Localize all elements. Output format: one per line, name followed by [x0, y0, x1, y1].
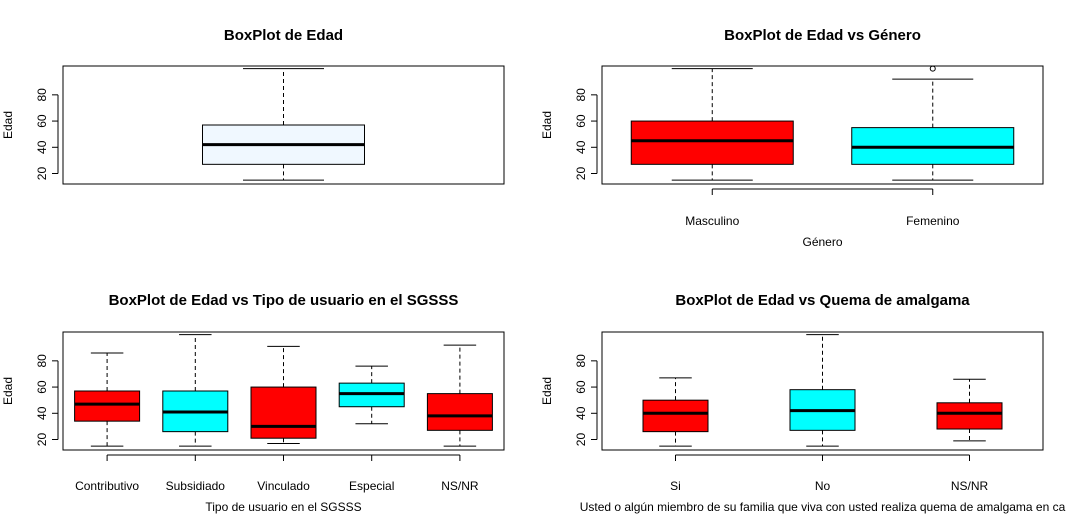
plot-frame	[62, 331, 505, 451]
y-tick-label: 40	[35, 406, 49, 420]
x-tick-label: No	[815, 479, 831, 493]
y-tick-label: 20	[574, 433, 588, 447]
y-axis-label: Edad	[1, 111, 15, 139]
box-group	[936, 378, 1003, 442]
y-tick-label: 80	[35, 88, 49, 102]
x-axis-label: Género	[802, 235, 842, 249]
box-iqr	[642, 399, 709, 433]
plot-frame	[62, 65, 505, 185]
plot-frame	[601, 331, 1044, 451]
y-tick-label: 60	[574, 380, 588, 394]
y-axis-label: Edad	[540, 377, 554, 405]
x-tick-label: Si	[670, 479, 681, 493]
y-tick-label: 60	[35, 380, 49, 394]
x-tick-label: Contributivo	[75, 479, 139, 493]
chart-title: BoxPlot de Edad	[224, 27, 343, 44]
y-tick-label: 40	[35, 140, 49, 154]
plot-frame	[601, 65, 1044, 185]
x-tick-label: Especial	[349, 479, 394, 493]
x-tick-label: NS/NR	[951, 479, 989, 493]
chart-title: BoxPlot de Edad vs Tipo de usuario en el…	[109, 292, 459, 309]
box-iqr	[426, 393, 493, 431]
y-tick-label: 40	[574, 140, 588, 154]
y-tick-label: 60	[35, 114, 49, 128]
x-tick-label: Subsidiado	[166, 479, 226, 493]
boxplot-panel: BoxPlot de Edad vs Género Edad Género 20 40 6…	[540, 27, 1044, 249]
x-tick-label: Masculino	[685, 214, 739, 228]
x-tick-label: NS/NR	[441, 479, 479, 493]
box-group	[202, 68, 365, 181]
y-axis-label: Edad	[540, 111, 554, 139]
y-tick-label: 20	[35, 433, 49, 447]
box-group	[250, 345, 317, 444]
y-tick-label: 20	[574, 167, 588, 181]
y-axis-label: Edad	[1, 377, 15, 405]
x-axis-label: Tipo de usuario en el SGSSS	[205, 500, 361, 514]
y-tick-label: 80	[574, 354, 588, 368]
y-tick-label: 80	[574, 88, 588, 102]
box-group	[162, 334, 229, 447]
boxplot-panel: BoxPlot de Edad Edad 20 40 60 80	[1, 27, 505, 185]
box-group	[426, 344, 493, 447]
box-group	[851, 65, 1015, 181]
y-tick-label: 20	[35, 167, 49, 181]
box-group	[789, 334, 856, 447]
chart-title: BoxPlot de Edad vs Género	[724, 27, 921, 44]
box-iqr	[250, 386, 317, 439]
chart-title: BoxPlot de Edad vs Quema de amalgama	[675, 292, 970, 309]
x-tick-label: Vinculado	[257, 479, 310, 493]
y-tick-label: 40	[574, 406, 588, 420]
box-group	[338, 365, 405, 425]
box-group	[630, 68, 794, 181]
box-iqr	[936, 402, 1003, 430]
y-tick-label: 80	[35, 354, 49, 368]
box-group	[74, 352, 141, 447]
boxplot-panel: BoxPlot de Edad vs Tipo de usuario en el…	[1, 292, 505, 514]
x-axis-label: Usted o algún miembro de su familia que …	[580, 500, 1066, 514]
boxplot-panel: BoxPlot de Edad vs Quema de amalgama Edad…	[540, 292, 1066, 514]
y-tick-label: 60	[574, 114, 588, 128]
box-iqr	[74, 390, 141, 422]
box-group	[642, 377, 709, 447]
x-tick-label: Femenino	[906, 214, 960, 228]
box-iqr	[630, 120, 794, 165]
